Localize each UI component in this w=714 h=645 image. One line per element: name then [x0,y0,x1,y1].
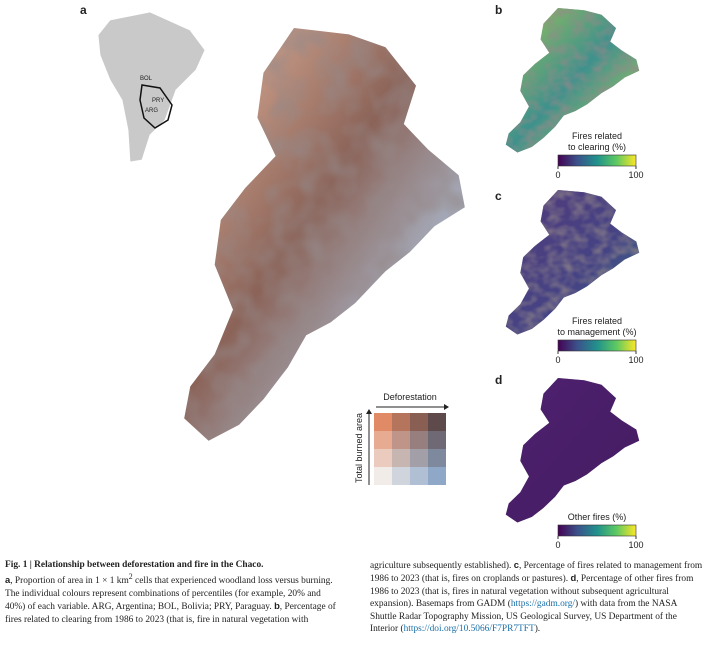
map-c [505,190,640,335]
legend-cell [428,449,446,467]
legend-cell [392,467,410,485]
link[interactable]: https://doi.org/10.5066/F7PR7TFT [403,624,535,635]
caption-text: , Percentage of fires related to clearin… [5,561,514,625]
legend-cell [410,449,428,467]
caption-text: , Percentage of other fires from 1986 to… [370,574,694,610]
arrow-head [444,404,449,410]
colorbar-title: Other fires (%) [568,512,627,522]
colorbar-gradient [557,524,637,537]
caption-letter: c [513,559,519,570]
colorbar-title: Fires related [572,316,622,326]
legend-cell [392,413,410,431]
map-texture [184,28,465,441]
legend-cell [428,431,446,449]
map-d [505,378,640,523]
legend-cell [428,413,446,431]
caption-letter: a [5,574,11,586]
inset-label: BOL [140,76,153,82]
arrow-head [366,409,372,414]
legend-cell [410,431,428,449]
colorbar-gradient [557,154,637,167]
caption-text: , Proportion of area in 1 × 1 km [10,576,129,587]
caption-text: cells that experienced woodland loss ver… [5,576,333,613]
legend-cell [374,467,392,485]
panel-label: c [495,189,502,203]
chaco-outline [139,84,173,129]
colorbar-tick-label: 100 [628,170,643,180]
caption-text: ). [534,624,541,635]
colorbar-title: to clearing (%) [568,142,626,152]
caption-title: Fig. 1 | Relationship between deforestat… [5,560,264,570]
caption-sup: 2 [128,572,133,582]
legend-cell [374,449,392,467]
legend-grid [374,413,446,485]
main-map [184,28,465,441]
legend-y-label: Total burned area [354,413,364,483]
colorbar-gradient [557,339,637,352]
legend-cell [428,467,446,485]
caption-text: , Percentage of fires related to managem… [370,561,703,585]
legend-cell [410,413,428,431]
legend-cell [374,431,392,449]
inset-label: ARG [145,108,158,114]
inset-label: PRY [152,98,164,104]
panel-label: d [495,373,502,387]
legend-cell [392,431,410,449]
colorbar-tick-label: 0 [555,540,560,550]
colorbar-tick-label: 0 [555,355,560,365]
legend-cell [410,467,428,485]
colorbar-title: Fires related [572,131,622,141]
colorbar-tick-label: 100 [628,355,643,365]
caption-letter: d [570,572,577,584]
colorbar-title: to management (%) [557,327,636,337]
link[interactable]: https://gadm.org/ [510,599,576,610]
caption: Fig. 1 | Relationship between deforestat… [5,559,705,635]
caption-text: ) with data from the NASA Shuttle Radar … [370,599,677,635]
panel-label: a [80,3,87,17]
caption-letter: b [274,600,280,612]
legend-x-label: Deforestation [383,392,437,402]
colorbar-tick-label: 0 [555,170,560,180]
colorbar-tick-label: 100 [628,540,643,550]
panel-label: b [495,3,502,17]
legend-cell [374,413,392,431]
figure: a BOL PRY ARG Deforestation Total burned… [80,3,644,550]
colorbar: Other fires (%) 0 100 [555,512,643,550]
legend-cell [392,449,410,467]
